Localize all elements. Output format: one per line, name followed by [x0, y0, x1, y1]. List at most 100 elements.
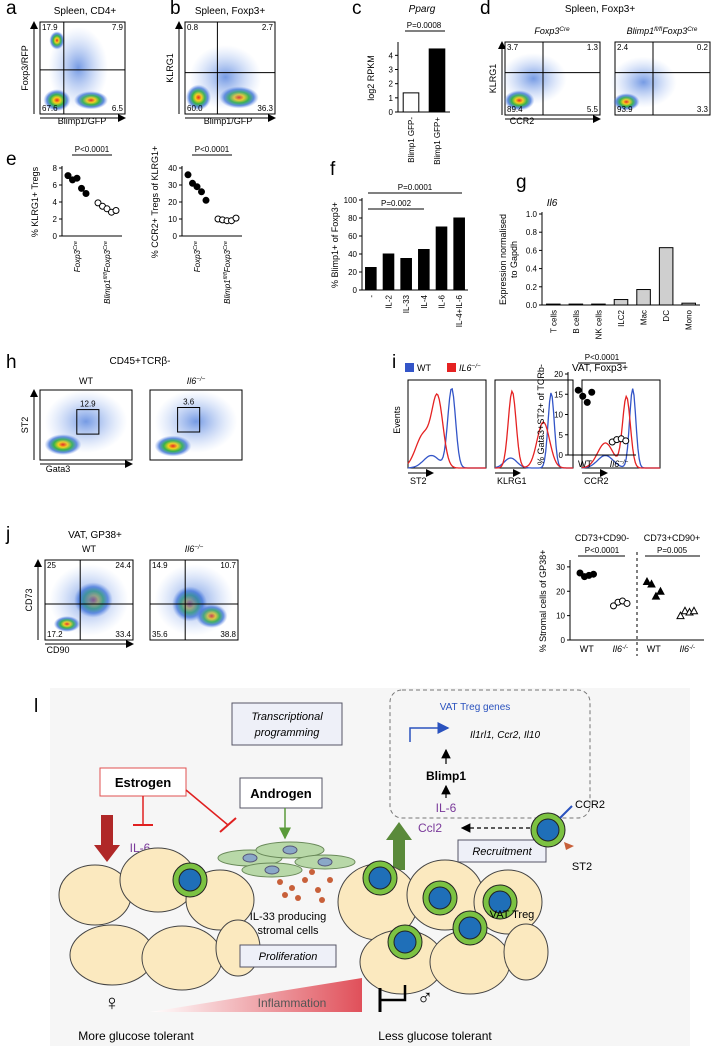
y-axis-label: log2 RPKM — [366, 55, 376, 101]
y-tick-label: 1 — [389, 94, 394, 103]
p-value: P<0.0001 — [585, 353, 620, 362]
panel-letter: g — [516, 172, 527, 193]
label-part: Cre — [687, 26, 698, 33]
label-part: Il6 — [610, 459, 620, 469]
stromal-nucleus — [282, 845, 298, 855]
y-tick-label: 0.0 — [526, 301, 538, 310]
data-point — [651, 591, 661, 600]
flow-title: Il6−/− — [185, 544, 204, 555]
x-tick-label: IL-4 — [420, 294, 429, 308]
y-tick-label: 2 — [53, 215, 58, 224]
quadrant-value: 36.3 — [257, 104, 273, 113]
diagram-symbol: ♀ — [104, 990, 121, 1015]
bar — [428, 48, 446, 113]
diagram-text: Androgen — [250, 786, 311, 801]
chart-title: Il6 — [547, 198, 558, 209]
label-part: Cre — [103, 241, 109, 250]
y-tick-label: 5 — [559, 431, 564, 440]
stromal-nucleus — [264, 865, 280, 875]
p-value: P<0.0001 — [75, 145, 110, 154]
quadrant-value: 33.4 — [115, 630, 131, 639]
p-value: P=0.0008 — [407, 21, 442, 30]
y-tick-label: 100 — [344, 196, 358, 205]
diagram-text: Il1rl1, Ccr2, Il10 — [470, 730, 540, 741]
x-tick-label: Blimp1 GFP+ — [433, 117, 442, 165]
x-tick-label: Foxp3Cre — [73, 241, 82, 272]
program-box — [389, 689, 591, 819]
label-part: Blimp1 — [627, 26, 655, 36]
flow-title: WT — [79, 376, 93, 386]
bar — [400, 258, 412, 291]
y-tick-label: 0.4 — [526, 265, 538, 274]
label-part: Foxp3 — [662, 26, 687, 36]
y-tick-label: 40 — [348, 250, 357, 259]
label-part: WT — [647, 644, 661, 654]
androgen-box — [239, 777, 323, 809]
flow-x-label: Gata3 — [46, 464, 71, 474]
gate-value: 12.9 — [80, 400, 96, 409]
gate-box — [177, 407, 201, 433]
label-part: Cre — [223, 241, 229, 250]
y-tick-label: 1.0 — [526, 210, 538, 219]
quadrant-value: 10.7 — [220, 561, 236, 570]
flow-x-label: CCR2 — [510, 116, 535, 126]
treg-nucleus — [393, 930, 417, 954]
label-part: -/- — [689, 644, 695, 651]
y-tick-label: 4 — [389, 51, 394, 60]
panel-letter: f — [330, 159, 336, 180]
cell-density — [154, 390, 238, 453]
data-point — [232, 214, 240, 222]
legend-swatch — [447, 363, 456, 372]
data-point — [202, 196, 210, 204]
flow-y-label: Foxp3/RFP — [20, 45, 30, 91]
flow-title: Blimp1fl/flFoxp3Cre — [627, 26, 698, 37]
data-point — [579, 392, 587, 400]
x-tick-label: Mono — [685, 309, 694, 330]
legend-label: IL6−/− — [459, 363, 481, 374]
quadrant-value: 2.4 — [617, 43, 629, 52]
data-point — [610, 602, 617, 610]
cell-density — [44, 390, 128, 453]
p-value: P=0.0001 — [398, 183, 433, 192]
cell-density — [48, 26, 108, 110]
quadrant-value: 93.9 — [617, 105, 633, 114]
flow-y-label: ST2 — [20, 417, 30, 434]
label-part: −/− — [619, 459, 628, 466]
panel-letter: j — [5, 524, 10, 545]
label-part: Foxp3 — [73, 249, 82, 272]
x-tick-label: B cells — [572, 310, 581, 334]
quadrant-value: 38.8 — [220, 630, 236, 639]
proliferation-box — [239, 944, 337, 968]
label-part: Foxp3 — [193, 249, 202, 272]
diagram-symbol: ♂ — [417, 985, 434, 1010]
label-part: Blimp1 — [223, 279, 232, 303]
bar — [365, 267, 377, 291]
diagram-text: IL-33 producing — [250, 911, 326, 923]
decrease-arrow — [94, 815, 120, 862]
quadrant-value: 24.4 — [115, 561, 131, 570]
x-tick-label: Il6-/- — [613, 644, 628, 655]
y-tick-label: 2 — [389, 80, 394, 89]
diagram-text: VAT Treg genes — [440, 702, 511, 713]
bar — [636, 289, 651, 306]
data-point — [583, 398, 591, 406]
y-tick-label: 20 — [168, 198, 177, 207]
diagram-text: Blimp1 — [426, 769, 466, 783]
hist-curve — [407, 393, 486, 469]
y-axis-label: Expression normalised — [498, 214, 508, 305]
diagram-text: ST2 — [572, 861, 592, 873]
data-point — [680, 606, 690, 615]
y-tick-label: 40 — [168, 164, 177, 173]
diagram-text: CCR2 — [575, 799, 605, 811]
diagram-text: stromal cells — [257, 925, 319, 937]
group-label: CD73+CD90- — [575, 533, 629, 543]
label-part: −/− — [472, 363, 481, 370]
flow-title: Il6−/− — [187, 376, 206, 387]
x-tick-label: NK cells — [594, 310, 603, 339]
p-value: P=0.005 — [657, 546, 688, 555]
x-tick-label: ILC2 — [617, 309, 626, 326]
hist-heading: VAT, Foxp3+ — [572, 363, 628, 374]
cell-density — [189, 44, 262, 110]
diagram-text: Inflammation — [258, 996, 327, 1010]
il33-dot — [327, 877, 333, 883]
